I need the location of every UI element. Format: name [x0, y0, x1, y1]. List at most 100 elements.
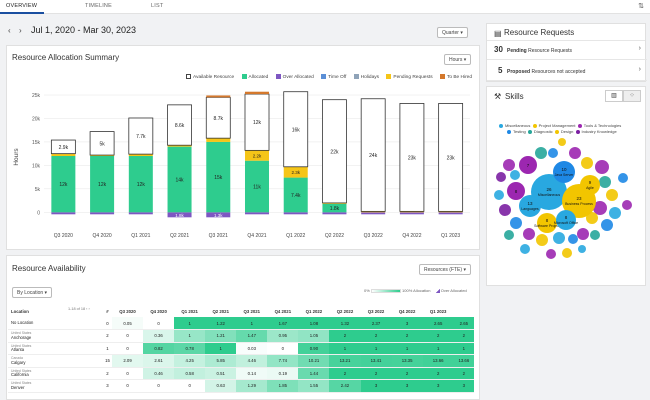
col-header: Q3 2020: [119, 308, 136, 314]
x-tick-label: Q1 2023: [441, 233, 460, 239]
skill-bubble: [537, 213, 557, 233]
pending-requests-row[interactable]: 30 Pending Resource Requests ›: [487, 41, 647, 60]
availability-cell: 2: [391, 329, 423, 343]
skill-bubble-count: 8: [565, 215, 568, 220]
availability-cell: 0: [143, 317, 175, 330]
bubble-view-icon[interactable]: ⁘: [623, 90, 641, 102]
bar-pending: [128, 154, 153, 156]
location-cell: United States California: [8, 367, 103, 380]
availability-cell: 1: [453, 342, 474, 355]
availability-cell: 0.03: [236, 342, 268, 355]
skill-bubble-label: Languages: [521, 207, 539, 211]
bar-available: [128, 117, 154, 155]
period-dropdown[interactable]: Quarter ▾: [437, 27, 468, 38]
availability-cell: 2.65: [453, 317, 474, 330]
fte-value: Resources (FTE): [424, 267, 463, 273]
availability-cell: 2: [422, 329, 454, 343]
y-tick-label: 0: [37, 210, 40, 216]
availability-cell: 4.46: [236, 354, 268, 368]
table-row[interactable]: United States Denver 3 0 0 0 0.63 1.29 1.85 1.55 2…: [8, 379, 474, 393]
availability-cell: 1: [174, 329, 206, 343]
availability-cell: 2: [329, 329, 361, 343]
table-row[interactable]: Canada Calgary 15 2.09 2.61 4.25 5.85 4.46 7.74 1…: [8, 354, 474, 368]
skill-bubble-label: Microsoft Office: [554, 221, 578, 225]
proposed-row[interactable]: 5 Proposed Resources not accepted ›: [487, 62, 647, 81]
bar-label-available: 23k: [408, 155, 417, 161]
units-dropdown[interactable]: Hours ▾: [444, 54, 472, 65]
country-label: United States: [11, 368, 32, 373]
next-period-button[interactable]: ›: [19, 26, 22, 35]
skill-bubble: [548, 148, 558, 158]
location-cell: No Location: [8, 317, 103, 330]
legend-diagnostic: Diagnostic: [527, 129, 553, 134]
col-header: Q3 2022: [367, 308, 385, 314]
skill-bubble-count: 26: [546, 187, 552, 192]
proposed-label: Proposed: [507, 69, 531, 75]
skill-bubble: [503, 159, 515, 171]
skill-bubble: [558, 138, 566, 146]
availability-cell: 13.21: [329, 354, 361, 368]
bar-pending: [322, 202, 347, 204]
availability-cell: 2.09: [112, 354, 144, 368]
skill-bubble: [507, 182, 525, 200]
bar-pending: [90, 155, 115, 156]
bar-available: [438, 103, 464, 212]
bar-over-allocated: [51, 212, 76, 215]
x-tick-label: Q1 2021: [131, 233, 150, 239]
grid-view-icon[interactable]: ▥: [605, 90, 623, 102]
city-label: Atlanta: [11, 347, 25, 353]
availability-cell: 0.58: [174, 367, 206, 380]
legend-available: Available Resource: [185, 74, 234, 80]
legend-timeoff: Time Off: [321, 74, 346, 80]
pending-label: Pending: [507, 48, 527, 54]
bar-over-allocated: [244, 212, 270, 215]
skill-bubble: [499, 204, 511, 216]
prev-period-button[interactable]: ‹: [8, 26, 11, 35]
pagination-label: 1-18 of 18 ‹ ›: [68, 307, 90, 311]
y-axis-label: Hours: [13, 148, 20, 166]
bar-allocated: [128, 156, 153, 213]
fte-dropdown[interactable]: Resources (FTE) ▾: [419, 264, 471, 275]
bar-over-allocated: [322, 212, 347, 215]
table-row[interactable]: United States Anchorage 2 0 0.36 1 1.21 1.47 0.9…: [8, 329, 474, 343]
bar-label-available: 12k: [253, 120, 262, 126]
bar-label-available: 22k: [330, 149, 339, 155]
table-row[interactable]: United States California 2 0 0.46 0.58 0.51 0.1…: [8, 367, 474, 380]
bar-pending: [206, 138, 231, 142]
tab-timeline[interactable]: TIMELINE: [85, 3, 112, 9]
requests-card: ▤ Resource Requests 30 Pending Resource …: [486, 23, 647, 82]
availability-cell: 1: [422, 342, 454, 355]
skill-bubble: [494, 190, 504, 200]
tab-overview[interactable]: OVERVIEW: [6, 3, 38, 9]
skill-bubble: [606, 189, 618, 201]
col-location[interactable]: Location: [11, 308, 29, 314]
skill-bubble-count: 7: [527, 163, 530, 168]
bar-available: [205, 96, 231, 139]
col-header: #: [106, 308, 109, 314]
skill-bubble: [519, 195, 541, 217]
location-cell: United States Atlanta: [8, 342, 103, 355]
availability-cell: 0.36: [143, 329, 175, 343]
group-dropdown[interactable]: By Location ▾: [12, 287, 53, 298]
bar-over-allocated: [361, 212, 386, 215]
skill-bubble: [531, 174, 567, 210]
availability-cell: 1.22: [205, 317, 237, 330]
tab-list[interactable]: LIST: [151, 3, 164, 9]
availability-cell: 0.78: [174, 342, 206, 355]
x-tick-label: Q1 2022: [286, 233, 305, 239]
availability-cell: 2: [453, 367, 474, 380]
col-header: Q1 2023: [429, 308, 447, 314]
availability-cell: 13.66: [422, 354, 454, 368]
legend-industry: Industry Knowledge: [575, 129, 617, 134]
skill-bubble-count: 8: [546, 218, 549, 223]
table-row[interactable]: No Location 0 0.05 0 1 1.22 1 1.67 1.08 1.32 2.37 3…: [8, 317, 474, 330]
table-row[interactable]: United States Atlanta 1 0 0.82 0.78 1 0.03 0 0.90…: [8, 342, 474, 355]
skill-bubble: [618, 173, 628, 183]
col-header: Q2 2022: [336, 308, 354, 314]
skill-bubble-label: Java Server: [555, 173, 575, 177]
skill-bubble-label: Business Process: [565, 202, 593, 206]
y-tick-label: 25k: [32, 93, 41, 99]
sort-icon[interactable]: ⇅: [638, 3, 644, 10]
proposed-desc: Resources not accepted: [531, 69, 586, 75]
skill-bubble: [556, 210, 576, 230]
